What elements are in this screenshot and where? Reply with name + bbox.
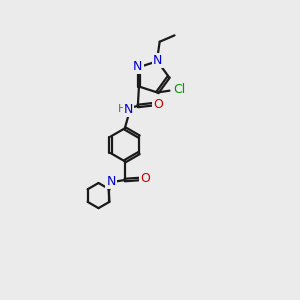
Text: Cl: Cl xyxy=(173,82,185,96)
Text: O: O xyxy=(140,172,150,185)
Text: N: N xyxy=(106,176,116,188)
Text: H: H xyxy=(118,104,126,114)
Text: N: N xyxy=(153,53,163,67)
Text: O: O xyxy=(154,98,163,111)
Text: N: N xyxy=(133,59,142,73)
Text: N: N xyxy=(124,103,134,116)
